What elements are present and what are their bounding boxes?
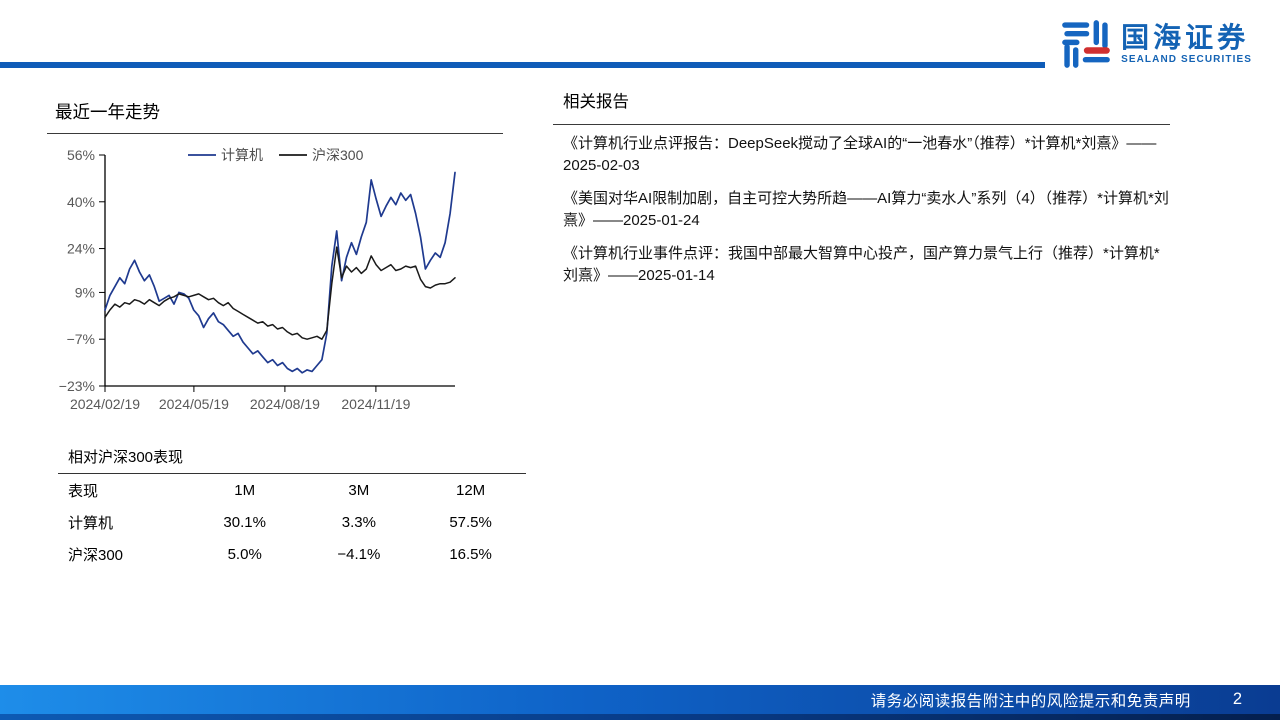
- trend-section-header: 最近一年走势: [47, 99, 503, 134]
- svg-text:2024/05/19: 2024/05/19: [159, 396, 229, 412]
- reports-title-divider: [553, 124, 1170, 125]
- table-header-cell: 12M: [456, 481, 486, 499]
- footer-bar: 请务必阅读报告附注中的风险提示和免责声明 2: [0, 685, 1280, 714]
- svg-text:24%: 24%: [67, 241, 95, 257]
- company-logo: 国海证券 SEALAND SECURITIES: [1060, 18, 1252, 70]
- table-header-cell: 3M: [348, 481, 370, 499]
- table-cell: 3.3%: [341, 513, 376, 531]
- reports-section: 相关报告 《计算机行业点评报告：DeepSeek搅动了全球AI的“一池春水”（推…: [553, 88, 1170, 298]
- report-item: 《计算机行业点评报告：DeepSeek搅动了全球AI的“一池春水”（推荐）*计算…: [563, 135, 1157, 174]
- svg-text:2024/11/19: 2024/11/19: [341, 396, 410, 412]
- table-cell: 30.1%: [223, 513, 266, 531]
- table-cell: 57.5%: [449, 513, 492, 531]
- sealand-logo-icon: [1062, 20, 1110, 68]
- performance-table-divider: [58, 473, 526, 475]
- svg-text:56%: 56%: [67, 147, 95, 163]
- svg-text:2024/02/19: 2024/02/19: [70, 396, 140, 412]
- table-cell: 5.0%: [227, 545, 262, 563]
- performance-table: 表现 1M 3M 12M 计算机 30.1% 3.3% 57.5% 沪深300 …: [58, 474, 526, 570]
- performance-table-title: 相对沪深300表现: [68, 449, 184, 466]
- report-item: 《计算机行业事件点评：我国中部最大智算中心投产，国产算力景气上行（推荐）*计算机…: [563, 245, 1160, 284]
- svg-text:−7%: −7%: [67, 331, 95, 347]
- table-header-cell: 表现: [68, 482, 99, 500]
- table-cell: 计算机: [68, 514, 114, 532]
- svg-text:2024/08/19: 2024/08/19: [250, 396, 320, 412]
- table-row: 沪深300 5.0% −4.1% 16.5%: [58, 538, 526, 570]
- svg-text:−23%: −23%: [59, 378, 95, 394]
- brand-name-en: SEALAND SECURITIES: [1121, 53, 1252, 65]
- header-divider: [0, 62, 1045, 68]
- footer-bottom-strip: [0, 714, 1280, 720]
- svg-text:9%: 9%: [75, 284, 95, 300]
- table-header-cell: 1M: [234, 481, 256, 499]
- brand-name-cn: 国海证券: [1121, 21, 1250, 53]
- report-item: 《美国对华AI限制加剧，自主可控大势所趋——AI算力“卖水人”系列（4）（推荐）…: [563, 190, 1169, 229]
- svg-text:沪深300: 沪深300: [312, 147, 364, 163]
- trend-title-divider: [47, 133, 503, 134]
- trend-section-title: 最近一年走势: [55, 102, 160, 122]
- svg-text:计算机: 计算机: [221, 147, 263, 163]
- page-number: 2: [1232, 690, 1242, 708]
- performance-section: 相对沪深300表现 表现 1M 3M 12M 计算机 30.1% 3.3% 57…: [58, 446, 526, 570]
- table-cell: 沪深300: [68, 546, 124, 564]
- trend-chart: 56% 40% 24% 9% −7% −23% 2024/02/19 2024/05/19 20…: [59, 147, 456, 412]
- trend-chart-container: 56% 40% 24% 9% −7% −23% 2024/02/19 2024/05/19 20…: [55, 138, 505, 420]
- table-cell: 16.5%: [449, 545, 492, 563]
- table-header-row: 表现 1M 3M 12M: [58, 474, 526, 506]
- table-row: 计算机 30.1% 3.3% 57.5%: [58, 506, 526, 538]
- brand-text: 国海证券 SEALAND SECURITIES: [1121, 21, 1252, 65]
- table-cell: −4.1%: [337, 545, 381, 563]
- reports-section-title: 相关报告: [563, 93, 629, 111]
- footer-disclaimer: 请务必阅读报告附注中的风险提示和免责声明: [870, 692, 1191, 710]
- svg-text:40%: 40%: [67, 194, 95, 210]
